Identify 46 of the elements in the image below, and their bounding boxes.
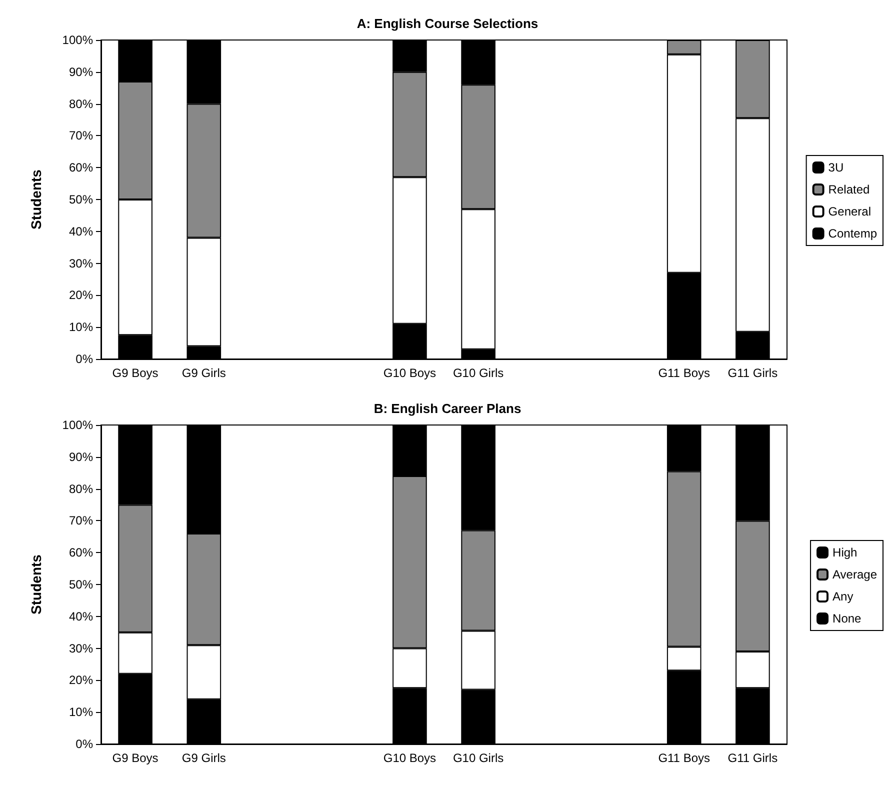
y-axis-title: Students — [28, 554, 44, 614]
y-axis-title: Students — [28, 169, 44, 230]
x-tick-label: G11 Girls — [728, 366, 778, 380]
y-tick-label: 80% — [68, 482, 94, 496]
y-tick-label: 0% — [76, 352, 94, 366]
chart-title: B: English Career Plans — [374, 401, 522, 416]
y-tick-label: 30% — [68, 641, 94, 656]
x-tick-label: G10 Girls — [452, 751, 504, 765]
x-tick-label: G11 Girls — [728, 751, 778, 765]
y-tick-label: 90% — [68, 450, 94, 464]
legend-label: Average — [832, 568, 878, 582]
x-tick-label: G9 Girls — [182, 366, 226, 380]
legend-label: General — [828, 204, 872, 218]
chart-title: A: English Course Selections — [356, 16, 538, 31]
x-tick-label: G10 Boys — [383, 366, 436, 380]
y-tick-label: 60% — [68, 160, 94, 175]
y-tick-label: 100% — [62, 418, 94, 432]
y-tick-label: 10% — [68, 320, 94, 334]
y-tick-label: 90% — [68, 64, 94, 79]
y-tick-label: 80% — [68, 96, 94, 111]
y-tick-label: 100% — [62, 33, 94, 47]
y-tick-label: 10% — [68, 705, 94, 720]
legend-label: None — [832, 612, 862, 626]
legend-label: 3U — [828, 160, 844, 174]
x-tick-label: G9 Boys — [112, 751, 158, 765]
y-tick-label: 50% — [68, 578, 94, 592]
y-tick-label: 50% — [68, 192, 94, 206]
y-tick-label: 20% — [68, 288, 94, 302]
y-tick-label: 60% — [68, 546, 94, 560]
x-tick-label: G10 Girls — [452, 366, 504, 380]
legend-label: Contemp — [828, 226, 878, 240]
y-tick-label: 30% — [68, 256, 94, 270]
legend-label: Any — [832, 590, 854, 604]
y-tick-label: 40% — [68, 609, 94, 624]
x-tick-label: G11 Boys — [658, 366, 710, 380]
y-tick-label: 40% — [68, 224, 94, 238]
x-tick-label: G11 Boys — [658, 751, 710, 765]
y-tick-label: 70% — [68, 514, 94, 528]
x-tick-label: G9 Boys — [112, 366, 158, 380]
x-tick-label: G9 Girls — [182, 751, 226, 765]
x-tick-label: G10 Boys — [383, 751, 436, 765]
y-tick-label: 0% — [76, 737, 94, 751]
y-tick-label: 20% — [68, 673, 94, 688]
legend-label: High — [832, 546, 858, 560]
y-tick-label: 70% — [68, 128, 94, 143]
legend-label: Related — [828, 182, 870, 196]
